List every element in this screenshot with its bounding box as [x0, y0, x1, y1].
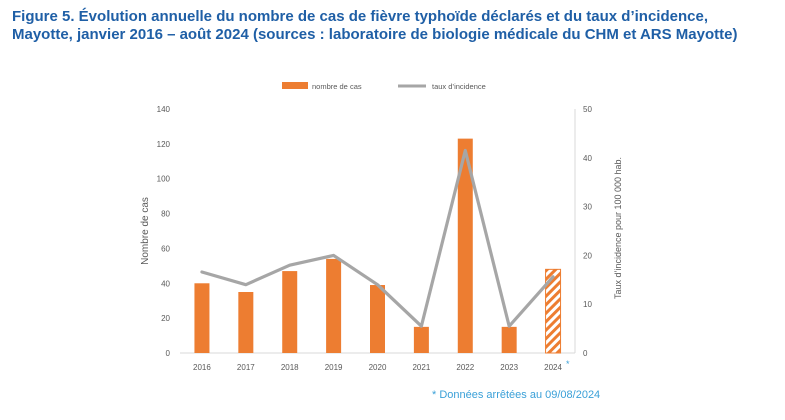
legend-label-bars: nombre de cas [312, 82, 362, 91]
right-tick-label: 20 [583, 251, 592, 260]
bar-series [194, 138, 562, 354]
bar [501, 326, 517, 353]
figure-title: Figure 5. Évolution annuelle du nombre d… [12, 8, 777, 44]
legend-swatch-bars [282, 82, 308, 89]
footnote: * Données arrêtées au 09/08/2024 [432, 389, 601, 401]
x-tick-label: 2019 [325, 363, 343, 372]
bar-hatched [545, 268, 562, 354]
left-tick-label: 20 [161, 314, 170, 323]
right-tick-label: 10 [583, 300, 592, 309]
bar [457, 138, 473, 353]
right-tick-label: 40 [583, 154, 592, 163]
left-tick-label: 0 [166, 349, 171, 358]
x-tick-label: 2017 [237, 363, 255, 372]
right-axis-label: Taux d’incidence pour 100 000 hab. [613, 157, 623, 299]
left-axis: 0 20 40 60 80 100 120 140 Nombre de cas [140, 105, 171, 358]
line-series [200, 148, 555, 328]
right-tick-label: 50 [583, 105, 592, 114]
x-tick-label: 2020 [369, 363, 387, 372]
left-axis-label: Nombre de cas [140, 197, 151, 265]
x-tick-label: 2023 [500, 363, 518, 372]
legend: nombre de cas taux d’incidence [282, 82, 486, 91]
x-tick-label: 2022 [456, 363, 474, 372]
left-tick-label: 100 [157, 175, 171, 184]
bar [238, 292, 254, 353]
right-axis: 0 10 20 30 40 50 Taux d’incidence pour 100 000… [574, 105, 623, 358]
right-tick-label: 0 [583, 349, 588, 358]
legend-label-line: taux d’incidence [432, 82, 486, 91]
x-tick-label: 2021 [412, 363, 430, 372]
left-tick-label: 80 [161, 210, 170, 219]
bar [282, 271, 298, 353]
x-tick-marker: * [566, 359, 570, 369]
left-tick-label: 140 [157, 105, 171, 114]
bar [370, 285, 385, 353]
bar [326, 258, 342, 353]
x-tick-label: 2016 [193, 363, 211, 372]
bar [413, 326, 429, 353]
figure-title-line1: Figure 5. Évolution annuelle du nombre d… [12, 8, 708, 25]
figure-title-line2: Mayotte, janvier 2016 – août 2024 (sourc… [12, 26, 738, 43]
x-tick-label: 2024 [544, 363, 562, 372]
left-tick-label: 60 [161, 244, 170, 253]
bar [194, 283, 210, 353]
left-tick-label: 120 [157, 140, 171, 149]
left-tick-label: 40 [161, 279, 170, 288]
right-tick-label: 30 [583, 203, 592, 212]
x-tick-label: 2018 [281, 363, 299, 372]
x-axis: 2016 2017 2018 2019 2020 2021 2022 2023 2024 * [180, 352, 575, 372]
